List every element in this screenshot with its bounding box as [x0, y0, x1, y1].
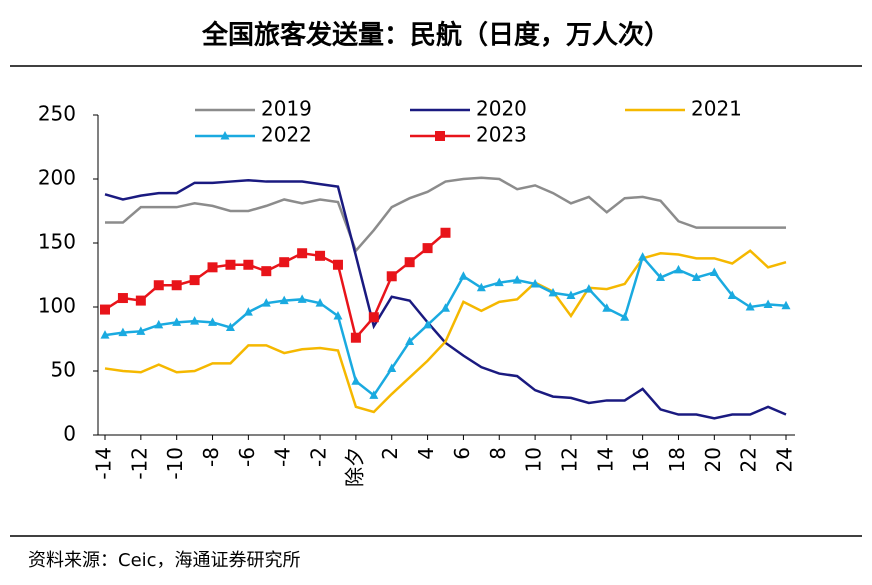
marker [620, 312, 630, 321]
marker [745, 302, 755, 311]
marker [190, 316, 200, 325]
chart-title: 全国旅客发送量：民航（日度，万人次） [201, 20, 670, 51]
legend-label: 2022 [261, 123, 312, 147]
marker [441, 303, 450, 312]
marker [440, 227, 451, 238]
marker [763, 299, 773, 308]
marker [208, 317, 218, 326]
marker [117, 293, 128, 304]
marker [315, 250, 326, 261]
marker [279, 295, 289, 305]
marker [638, 252, 648, 261]
marker [405, 336, 415, 346]
marker [297, 248, 308, 259]
legend-label: 2021 [691, 97, 742, 121]
legend-marker [435, 131, 445, 141]
x-tick-label: -10 [163, 447, 187, 480]
marker [566, 290, 576, 299]
marker [100, 304, 110, 315]
marker [530, 278, 540, 288]
marker [153, 280, 164, 291]
marker [207, 262, 218, 273]
marker [476, 282, 486, 292]
y-tick-label: 100 [38, 294, 76, 318]
x-tick-label: 4 [414, 447, 438, 460]
marker [351, 376, 361, 385]
x-tick-label: -14 [92, 447, 116, 480]
x-tick-label: -2 [307, 447, 331, 467]
marker [315, 298, 325, 307]
marker [243, 307, 253, 316]
marker [279, 257, 290, 268]
x-tick-label: -12 [127, 447, 151, 480]
marker [727, 290, 737, 299]
marker [118, 327, 128, 337]
marker [172, 317, 182, 326]
marker [261, 298, 271, 307]
marker [584, 284, 594, 293]
x-tick-label: -6 [235, 447, 259, 467]
series-line [104, 249, 787, 414]
x-tick-label: 14 [593, 447, 617, 472]
x-tick-label: 10 [522, 447, 546, 472]
legend-label: 2023 [476, 123, 527, 147]
marker [404, 257, 415, 268]
legend-marker [220, 131, 230, 140]
marker [387, 363, 397, 372]
series-line [105, 176, 786, 254]
marker [225, 322, 235, 331]
marker [368, 312, 379, 323]
marker [136, 326, 146, 335]
marker [422, 243, 433, 254]
marker [602, 303, 612, 312]
marker [548, 287, 558, 297]
marker [261, 266, 272, 277]
x-tick-label: 22 [737, 447, 761, 472]
marker [691, 272, 701, 282]
marker [423, 319, 433, 329]
x-tick-label: 16 [629, 447, 653, 472]
x-tick-label: -4 [271, 447, 295, 467]
x-tick-label: 6 [450, 447, 474, 460]
marker [781, 300, 791, 310]
marker [656, 272, 666, 282]
marker [369, 390, 379, 399]
marker [189, 275, 200, 286]
y-tick-label: 250 [38, 102, 76, 126]
y-tick-label: 200 [38, 166, 76, 190]
x-tick-label: 12 [557, 447, 581, 472]
marker [673, 264, 683, 274]
legend-label: 2019 [261, 97, 312, 121]
x-tick-label: 2 [378, 447, 402, 460]
marker [709, 267, 719, 276]
y-tick-label: 0 [63, 422, 76, 446]
x-tick-label: 24 [773, 447, 797, 472]
marker [135, 295, 146, 306]
marker [332, 259, 343, 270]
marker [225, 259, 236, 270]
source: 资料来源：Ceic，海通证券研究所 [28, 550, 301, 571]
marker [171, 280, 182, 291]
x-tick-label: 除夕 [342, 447, 366, 487]
marker [350, 332, 361, 343]
legend-label: 2020 [476, 97, 527, 121]
x-tick-label: 20 [701, 447, 725, 472]
marker [333, 310, 343, 320]
x-tick-label: -8 [199, 447, 223, 467]
marker [494, 277, 504, 287]
x-tick-label: 8 [486, 447, 510, 460]
marker [243, 259, 254, 270]
y-tick-label: 150 [38, 230, 76, 254]
y-tick-label: 50 [51, 358, 76, 382]
marker [297, 294, 307, 303]
marker [458, 271, 468, 280]
series-line [104, 179, 787, 420]
series-line [104, 254, 787, 398]
marker [512, 275, 522, 284]
marker [154, 319, 164, 329]
x-tick-label: 18 [665, 447, 689, 472]
marker [386, 271, 397, 282]
marker [100, 330, 110, 339]
